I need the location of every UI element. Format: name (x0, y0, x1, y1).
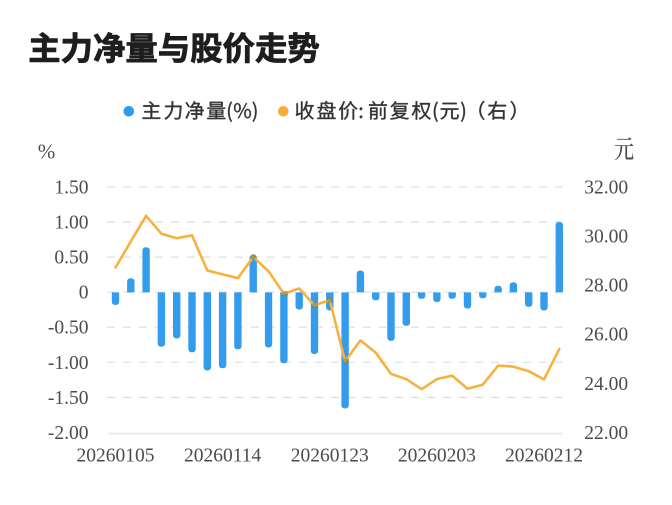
svg-text:22.00: 22.00 (584, 423, 628, 444)
svg-text:-2.00: -2.00 (48, 423, 89, 444)
svg-text:24.00: 24.00 (584, 374, 628, 395)
svg-text:20260123: 20260123 (291, 446, 369, 467)
svg-text:%: % (38, 139, 56, 163)
svg-text:1.50: 1.50 (54, 178, 88, 199)
svg-text:0: 0 (79, 283, 89, 304)
svg-text:20260212: 20260212 (505, 446, 583, 467)
svg-text:20260114: 20260114 (184, 446, 262, 467)
svg-text:20260105: 20260105 (77, 446, 155, 467)
svg-text:28.00: 28.00 (584, 276, 628, 297)
svg-text:0.50: 0.50 (54, 248, 88, 269)
svg-text:20260203: 20260203 (398, 446, 476, 467)
svg-text:26.00: 26.00 (584, 325, 628, 346)
svg-text:-0.50: -0.50 (48, 318, 89, 339)
svg-text:-1.50: -1.50 (48, 388, 89, 409)
svg-text:1.00: 1.00 (54, 213, 88, 234)
svg-text:32.00: 32.00 (584, 178, 628, 199)
svg-text:30.00: 30.00 (584, 227, 628, 248)
svg-text:-1.00: -1.00 (48, 353, 89, 374)
